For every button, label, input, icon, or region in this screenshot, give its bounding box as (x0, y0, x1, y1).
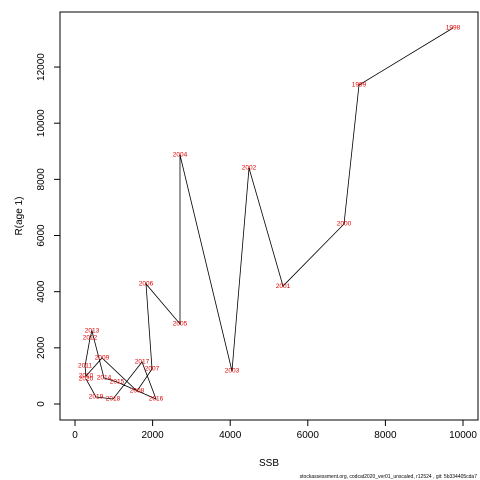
y-tick-label: 8000 (36, 168, 47, 191)
y-tick-label: 6000 (36, 224, 47, 247)
point-label: 1999 (352, 82, 367, 89)
x-tick-label: 6000 (297, 430, 320, 441)
y-tick-label: 12000 (36, 53, 47, 81)
y-tick-label: 10000 (36, 109, 47, 137)
y-tick-label: 0 (36, 401, 47, 407)
point-label: 2005 (173, 321, 188, 328)
y-axis-label: R(age 1) (14, 197, 25, 236)
x-tick-label: 8000 (374, 430, 397, 441)
point-label: 2006 (139, 281, 154, 288)
point-label: 2016 (149, 396, 164, 403)
point-label: 2014 (97, 375, 112, 382)
x-tick-label: 2000 (141, 430, 164, 441)
point-label: 2018 (106, 396, 121, 403)
x-tick-label: 4000 (219, 430, 242, 441)
point-label: 2020 (79, 376, 94, 383)
point-label: 2017 (135, 359, 150, 366)
x-tick-label: 10000 (449, 430, 477, 441)
x-tick-label: 0 (72, 430, 78, 441)
point-label: 2011 (78, 363, 92, 370)
point-label: 2019 (89, 394, 104, 401)
point-label: 2013 (85, 328, 100, 335)
point-label: 2002 (242, 165, 257, 172)
point-label: 2010 (79, 373, 94, 380)
point-label: 2000 (337, 221, 352, 228)
plot-frame (59, 11, 479, 421)
y-tick-label: 2000 (36, 336, 47, 359)
footnote: stockassessment.org, codcat2020_ver01_un… (300, 474, 478, 480)
point-label: 2012 (83, 335, 98, 342)
x-axis-label: SSB (259, 458, 279, 469)
point-label: 2009 (95, 355, 110, 362)
point-label: 2003 (225, 368, 240, 375)
point-label: 1998 (446, 25, 461, 32)
point-label: 2004 (173, 152, 188, 159)
point-label: 2015 (110, 379, 125, 386)
point-label: 2008 (130, 388, 145, 395)
data-line (84, 27, 454, 400)
point-label: 2001 (276, 283, 291, 290)
point-label: 2007 (145, 366, 160, 373)
y-tick-label: 4000 (36, 280, 47, 303)
